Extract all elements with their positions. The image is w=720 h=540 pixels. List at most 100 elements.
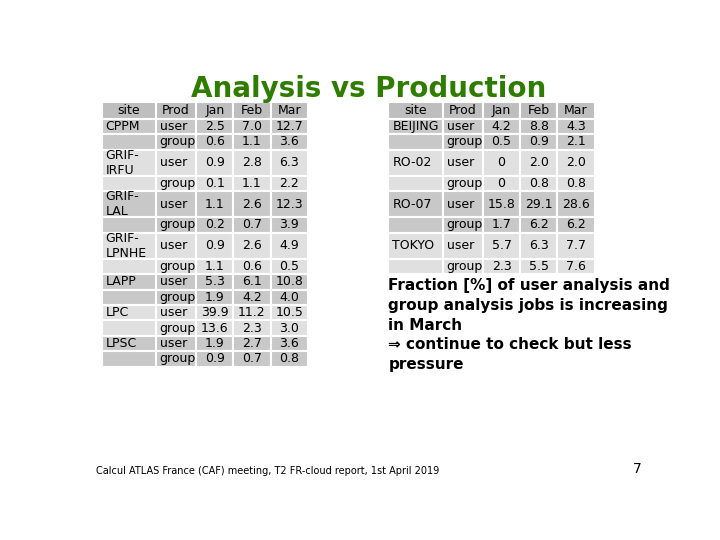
Text: 0.8: 0.8	[566, 177, 586, 190]
Text: 2.2: 2.2	[279, 177, 299, 190]
Text: Analysis vs Production: Analysis vs Production	[192, 75, 546, 103]
Bar	[271, 176, 307, 191]
Bar	[271, 150, 307, 176]
Text: 6.1: 6.1	[242, 275, 262, 288]
Text: RO-07: RO-07	[392, 198, 432, 211]
Text: 3.6: 3.6	[279, 337, 299, 350]
Bar	[233, 150, 271, 176]
Text: 2.3: 2.3	[492, 260, 511, 273]
Text: 11.2: 11.2	[238, 306, 266, 319]
Bar	[156, 217, 196, 233]
Text: 4.2: 4.2	[242, 291, 262, 304]
Bar	[102, 233, 156, 259]
Text: 0.2: 0.2	[204, 219, 225, 232]
Text: 0.8: 0.8	[279, 353, 300, 366]
Text: user: user	[160, 306, 187, 319]
Bar	[443, 134, 483, 150]
Bar	[557, 150, 595, 176]
Bar	[443, 259, 483, 274]
Bar	[156, 176, 196, 191]
Text: 7: 7	[633, 462, 642, 476]
Text: 4.0: 4.0	[279, 291, 299, 304]
Text: 0: 0	[498, 156, 505, 169]
Bar	[520, 134, 557, 150]
Bar	[233, 119, 271, 134]
Text: 1.9: 1.9	[205, 337, 225, 350]
Text: Feb: Feb	[241, 104, 263, 117]
Text: Jan: Jan	[205, 104, 225, 117]
Bar	[388, 102, 443, 119]
Text: 6.2: 6.2	[529, 219, 549, 232]
Bar	[483, 259, 520, 274]
Bar	[443, 119, 483, 134]
Bar	[483, 176, 520, 191]
Text: 0.8: 0.8	[528, 177, 549, 190]
Bar	[233, 274, 271, 289]
Bar	[233, 102, 271, 119]
Bar	[520, 259, 557, 274]
Text: group: group	[446, 177, 482, 190]
Text: GRIF-
IRFU: GRIF- IRFU	[106, 148, 139, 177]
Bar	[156, 119, 196, 134]
Bar	[233, 176, 271, 191]
Bar	[233, 336, 271, 351]
Text: Jan: Jan	[492, 104, 511, 117]
Bar	[271, 336, 307, 351]
Bar	[156, 289, 196, 305]
Text: site: site	[117, 104, 140, 117]
Bar	[102, 134, 156, 150]
Text: 12.3: 12.3	[275, 198, 303, 211]
Text: 10.8: 10.8	[275, 275, 303, 288]
Bar	[271, 351, 307, 367]
Bar	[520, 176, 557, 191]
Text: 3.0: 3.0	[279, 322, 299, 335]
Bar	[233, 259, 271, 274]
Bar	[520, 217, 557, 233]
Bar	[557, 191, 595, 217]
Bar	[271, 320, 307, 336]
Bar	[102, 351, 156, 367]
Bar	[102, 336, 156, 351]
Text: 0.1: 0.1	[204, 177, 225, 190]
Text: 2.3: 2.3	[242, 322, 262, 335]
Bar	[271, 289, 307, 305]
Bar	[196, 217, 233, 233]
Text: 0.9: 0.9	[204, 156, 225, 169]
Text: TOKYO: TOKYO	[392, 239, 434, 252]
Bar	[388, 191, 443, 217]
Bar	[271, 102, 307, 119]
Bar	[196, 119, 233, 134]
Text: 2.1: 2.1	[566, 136, 586, 148]
Text: user: user	[160, 120, 187, 133]
Bar	[102, 259, 156, 274]
Text: 2.5: 2.5	[204, 120, 225, 133]
Bar	[102, 217, 156, 233]
Text: group: group	[160, 219, 196, 232]
Bar	[233, 351, 271, 367]
Text: 2.6: 2.6	[242, 239, 262, 252]
Bar	[196, 233, 233, 259]
Bar	[233, 305, 271, 320]
Bar	[233, 289, 271, 305]
Text: 2.6: 2.6	[242, 198, 262, 211]
Text: 0.6: 0.6	[204, 136, 225, 148]
Bar	[196, 259, 233, 274]
Bar	[102, 320, 156, 336]
Bar	[520, 233, 557, 259]
Bar	[156, 259, 196, 274]
Text: 5.7: 5.7	[492, 239, 511, 252]
Bar	[271, 233, 307, 259]
Bar	[557, 233, 595, 259]
Bar	[388, 259, 443, 274]
Bar	[196, 320, 233, 336]
Text: 7.6: 7.6	[566, 260, 586, 273]
Text: user: user	[160, 275, 187, 288]
Text: CPPM: CPPM	[106, 120, 140, 133]
Text: 1.1: 1.1	[242, 136, 262, 148]
Bar	[388, 150, 443, 176]
Text: group: group	[160, 322, 196, 335]
Text: 6.2: 6.2	[566, 219, 586, 232]
Bar	[271, 259, 307, 274]
Bar	[483, 150, 520, 176]
Bar	[196, 274, 233, 289]
